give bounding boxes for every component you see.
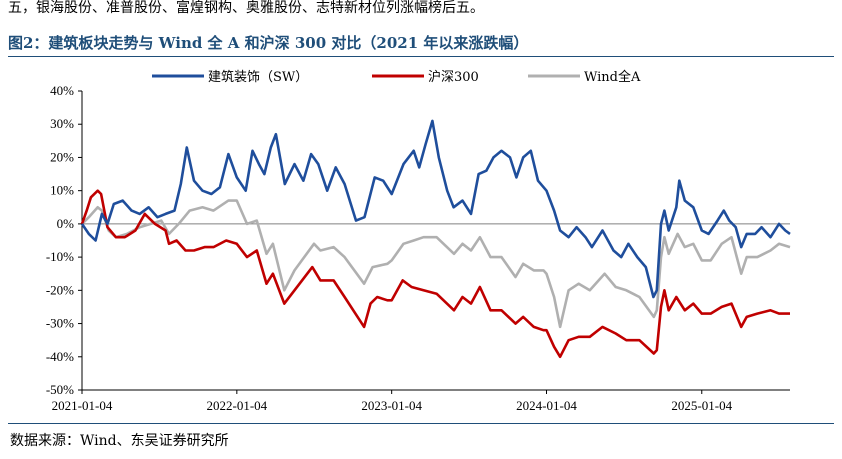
preceding-text: 五，银海股份、准普股份、富煌钢构、奥雅股份、志特新材位列涨幅榜后五。 — [8, 0, 484, 16]
y-tick-label: 30% — [50, 116, 74, 131]
legend-label: Wind全A — [584, 69, 641, 85]
y-tick-label: 40% — [50, 83, 74, 98]
y-tick-label: 0% — [57, 216, 75, 231]
y-tick-label: -10% — [46, 249, 74, 264]
x-tick-label: 2022-01-04 — [206, 398, 267, 413]
series-line-1 — [80, 189, 790, 359]
y-tick-label: -40% — [46, 349, 74, 364]
x-tick-label: 2025-01-04 — [671, 398, 732, 413]
legend: 建筑装饰（SW） 沪深300 Wind全A — [152, 69, 641, 85]
y-tick-label: 10% — [50, 183, 74, 198]
legend-label: 沪深300 — [428, 69, 479, 85]
y-tick-label: -50% — [46, 382, 74, 397]
x-tick-label: 2023-01-04 — [361, 398, 422, 413]
series-line-0 — [80, 119, 791, 299]
x-tick-label: 2021-01-04 — [52, 398, 113, 413]
series-lines — [80, 119, 791, 359]
figure-title: 图2：建筑板块走势与 Wind 全 A 和沪深 300 对比（2021 年以来涨… — [8, 34, 529, 52]
axes: 40% 30% 20% 10% 0% -10% -20% -30% -40% -50%2021-0… — [46, 83, 790, 413]
x-tick-label: 2024-01-04 — [516, 398, 577, 413]
title-rule — [8, 56, 834, 57]
y-tick-label: 20% — [50, 149, 74, 164]
legend-label: 建筑装饰（SW） — [208, 69, 308, 85]
y-tick-label: -20% — [46, 282, 74, 297]
line-chart: 建筑装饰（SW） 沪深300 Wind全A 40% 30% 20% 10% 0% -10% -2… — [46, 69, 791, 413]
y-tick-label: -30% — [46, 316, 74, 331]
data-source: 数据来源：Wind、东吴证券研究所 — [10, 433, 229, 449]
series-line-2 — [81, 199, 791, 329]
bottom-rule — [8, 423, 834, 424]
